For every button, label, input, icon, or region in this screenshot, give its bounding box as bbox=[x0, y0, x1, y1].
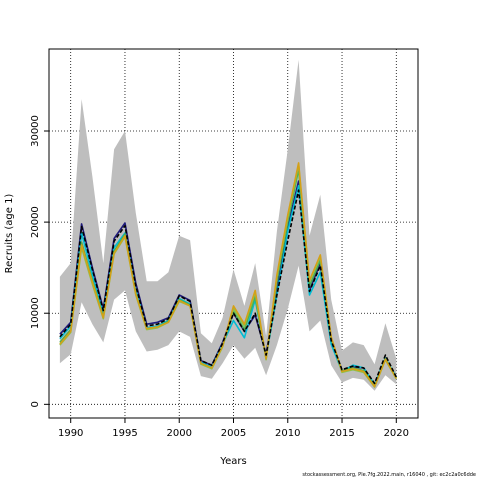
y-tick-label: 20000 bbox=[30, 206, 41, 238]
x-tick-label: 2020 bbox=[384, 428, 409, 439]
x-tick-label: 2010 bbox=[275, 428, 300, 439]
footer-note: stockassessment.org, Ple.7fg.2022.main, … bbox=[302, 472, 476, 478]
y-axis-title: Recruits (age 1) bbox=[4, 194, 15, 274]
y-tick-label: 0 bbox=[30, 401, 41, 407]
x-tick-label: 1995 bbox=[112, 428, 137, 439]
x-tick-label: 2000 bbox=[167, 428, 192, 439]
confidence-band bbox=[59, 59, 397, 391]
series-line-6 bbox=[59, 189, 398, 385]
y-tick-label: 30000 bbox=[30, 115, 41, 147]
x-axis-title: Years bbox=[219, 456, 246, 467]
series-lines bbox=[59, 162, 398, 388]
series-line-5 bbox=[59, 162, 397, 388]
x-tick-label: 2005 bbox=[221, 428, 246, 439]
x-tick-label: 1990 bbox=[58, 428, 83, 439]
x-tick-label: 2015 bbox=[329, 428, 354, 439]
y-axis: 0 10000 20000 30000 bbox=[30, 115, 49, 408]
x-axis: 1990 1995 2000 2005 2010 2015 2020 bbox=[58, 418, 409, 439]
y-tick-label: 10000 bbox=[30, 297, 41, 329]
